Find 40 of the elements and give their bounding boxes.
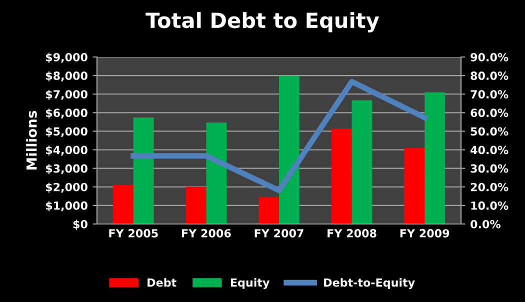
y2-tick-label: 50.0%	[470, 127, 508, 136]
legend-label: Equity	[230, 278, 270, 289]
bar	[424, 92, 445, 224]
y-tick-label: $7,000	[46, 90, 88, 100]
bar	[258, 197, 279, 224]
y2-tick-label: 40.0%	[470, 146, 508, 154]
y2-tick-label: 0.0%	[470, 220, 500, 228]
legend-label: Debt	[148, 278, 176, 287]
x-tick-label: FY 2009	[400, 229, 450, 238]
chart-title: Total Debt to Equity	[146, 12, 380, 32]
x-tick-label: FY 2008	[328, 229, 376, 238]
x-tick-label: FY 2006	[182, 229, 231, 238]
y-axis-title: Millions	[26, 110, 37, 170]
x-tick-label: FY 2007	[254, 229, 304, 238]
y2-tick-label: 90.0%	[470, 52, 508, 62]
bar	[279, 76, 300, 224]
bar	[352, 100, 372, 224]
y-tick-label: $1,000	[46, 201, 88, 212]
y-tick-label: $4,000	[46, 146, 88, 156]
y-tick-label: $2,000	[46, 182, 88, 193]
y-tick-label: $8,000	[46, 71, 88, 82]
y-tick-label: $6,000	[46, 108, 88, 119]
y2-tick-label: 30.0%	[470, 164, 508, 173]
y2-tick-label: 80.0%	[470, 72, 508, 80]
legend-label: Debt-to-Equity	[324, 278, 415, 289]
y2-tick-label: 70.0%	[470, 90, 508, 98]
y-tick-label: $5,000	[46, 127, 88, 138]
y2-tick-label: 20.0%	[470, 182, 508, 192]
bar	[404, 148, 425, 224]
bar	[186, 186, 206, 224]
y2-tick-label: 60.0%	[470, 108, 508, 118]
y-tick-label: $0	[73, 220, 88, 230]
bar	[133, 117, 154, 224]
y-tick-label: $3,000	[46, 164, 88, 174]
x-tick-label: FY 2005	[109, 229, 158, 238]
y-tick-label: $9,000	[46, 52, 88, 63]
bar	[206, 122, 227, 224]
bar	[113, 185, 134, 224]
y2-tick-label: 10.0%	[471, 201, 508, 210]
bar	[331, 128, 352, 224]
